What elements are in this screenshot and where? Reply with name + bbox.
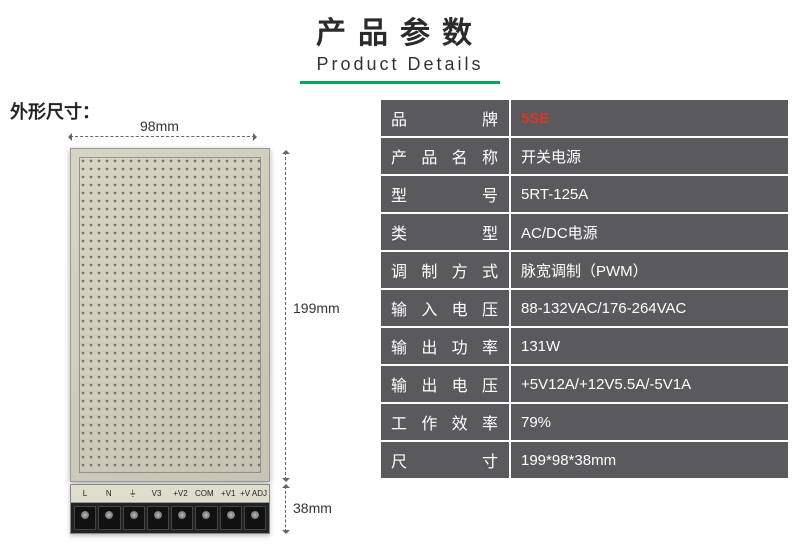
- terminal-label: ⏚: [121, 488, 145, 499]
- spec-key: 产品名称: [380, 137, 510, 175]
- depth-value: 38mm: [293, 500, 332, 516]
- terminal-block: L N ⏚ V3 +V2 COM +V1 +V ADJ: [70, 484, 270, 534]
- depth-arrow: [285, 486, 286, 532]
- spec-row: 工作效率79%: [380, 403, 789, 441]
- spec-row: 品牌5SE: [380, 99, 789, 137]
- dimension-label: 外形尺寸：: [10, 98, 365, 124]
- spec-key: 输出电压: [380, 365, 510, 403]
- spec-value: 79%: [510, 403, 789, 441]
- terminal-row: [71, 503, 269, 533]
- terminal: [74, 506, 96, 530]
- spec-row: 输入电压88-132VAC/176-264VAC: [380, 289, 789, 327]
- spec-value: AC/DC电源: [510, 213, 789, 251]
- spec-key: 尺寸: [380, 441, 510, 479]
- spec-key: 类型: [380, 213, 510, 251]
- spec-value: +5V12A/+12V5.5A/-5V1A: [510, 365, 789, 403]
- device-mesh: [79, 157, 261, 473]
- dimension-figure: 外形尺寸： 98mm 199mm 38mm L N ⏚ V3 +V2 COM +…: [10, 98, 365, 550]
- spec-row: 输出功率131W: [380, 327, 789, 365]
- spec-table: 品牌5SE产品名称开关电源型号5RT-125A类型AC/DC电源调制方式脉宽调制…: [379, 98, 790, 480]
- spec-key: 输出功率: [380, 327, 510, 365]
- width-arrow: [70, 136, 255, 137]
- spec-row: 类型AC/DC电源: [380, 213, 789, 251]
- spec-table-body: 品牌5SE产品名称开关电源型号5RT-125A类型AC/DC电源调制方式脉宽调制…: [380, 99, 789, 479]
- terminal: [195, 506, 217, 530]
- spec-row: 型号5RT-125A: [380, 175, 789, 213]
- terminal-label: COM: [192, 489, 216, 498]
- header: 产品参数 Product Details: [0, 0, 800, 84]
- spec-table-container: 品牌5SE产品名称开关电源型号5RT-125A类型AC/DC电源调制方式脉宽调制…: [379, 98, 790, 550]
- spec-value: 脉宽调制（PWM）: [510, 251, 789, 289]
- terminal: [123, 506, 145, 530]
- terminal-labels: L N ⏚ V3 +V2 COM +V1 +V ADJ: [71, 485, 269, 503]
- spec-key: 调制方式: [380, 251, 510, 289]
- spec-value: 88-132VAC/176-264VAC: [510, 289, 789, 327]
- spec-value: 开关电源: [510, 137, 789, 175]
- width-value: 98mm: [140, 118, 179, 134]
- spec-key: 品牌: [380, 99, 510, 137]
- height-value: 199mm: [293, 300, 340, 316]
- spec-key: 输入电压: [380, 289, 510, 327]
- device-body: [70, 148, 270, 482]
- spec-value: 5SE: [510, 99, 789, 137]
- terminal-label: +V2: [169, 489, 193, 498]
- spec-value: 131W: [510, 327, 789, 365]
- spec-row: 输出电压+5V12A/+12V5.5A/-5V1A: [380, 365, 789, 403]
- terminal: [220, 506, 242, 530]
- spec-row: 产品名称开关电源: [380, 137, 789, 175]
- height-arrow: [285, 152, 286, 480]
- spec-row: 调制方式脉宽调制（PWM）: [380, 251, 789, 289]
- terminal: [244, 506, 266, 530]
- title-english: Product Details: [0, 54, 800, 75]
- terminal-label: L: [73, 489, 97, 498]
- spec-value: 5RT-125A: [510, 175, 789, 213]
- terminal-label: +V1: [216, 489, 240, 498]
- spec-key: 工作效率: [380, 403, 510, 441]
- spec-value: 199*98*38mm: [510, 441, 789, 479]
- terminal-label: N: [97, 489, 121, 498]
- terminal-label: V3: [145, 489, 169, 498]
- device-diagram: 98mm 199mm 38mm L N ⏚ V3 +V2 COM +V1 +V …: [10, 130, 355, 550]
- spec-key: 型号: [380, 175, 510, 213]
- spec-row: 尺寸199*98*38mm: [380, 441, 789, 479]
- terminal: [98, 506, 120, 530]
- terminal-label: +V ADJ: [240, 489, 267, 498]
- title-chinese: 产品参数: [0, 8, 800, 52]
- terminal: [171, 506, 193, 530]
- terminal: [147, 506, 169, 530]
